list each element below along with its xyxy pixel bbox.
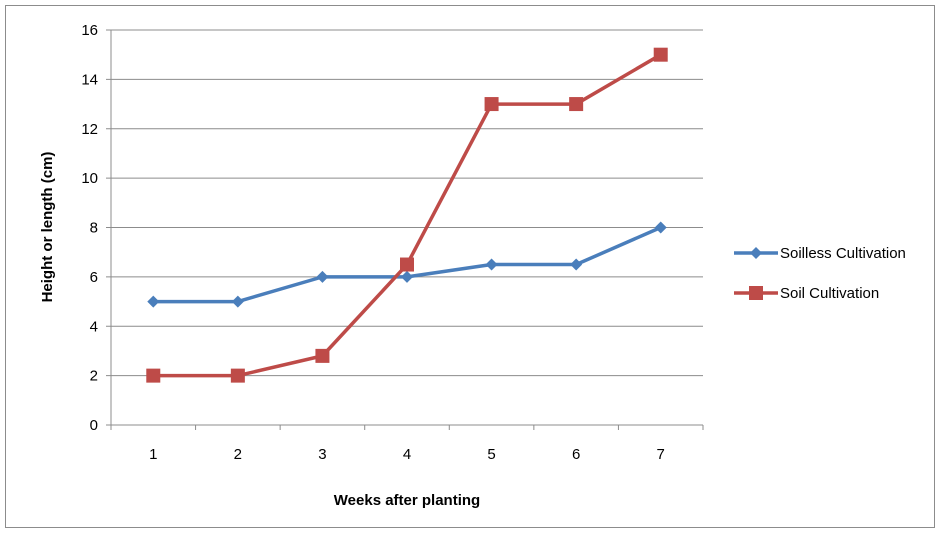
data-point bbox=[401, 270, 413, 283]
x-tick-label: 4 bbox=[403, 446, 411, 463]
data-point bbox=[654, 221, 667, 234]
data-point bbox=[570, 258, 583, 271]
y-tick-label: 2 bbox=[90, 368, 98, 385]
series-1 bbox=[147, 221, 667, 308]
x-tick-label: 2 bbox=[234, 446, 242, 463]
data-point bbox=[315, 348, 330, 363]
x-tick-labels: 1 2 3 4 5 6 7 bbox=[149, 446, 665, 463]
y-tick-label: 0 bbox=[90, 417, 98, 434]
x-axis-title: Weeks after planting bbox=[334, 492, 480, 509]
series-2 bbox=[146, 47, 668, 383]
data-point bbox=[146, 368, 161, 383]
data-point bbox=[485, 258, 498, 271]
x-tick-label: 7 bbox=[657, 446, 665, 463]
x-tick-label: 6 bbox=[572, 446, 580, 463]
legend-marker bbox=[750, 247, 762, 259]
legend-item: Soil Cultivation bbox=[734, 285, 879, 302]
y-tick-label: 16 bbox=[81, 22, 98, 39]
legend-label: Soilless Cultivation bbox=[780, 245, 906, 262]
legend-label: Soil Cultivation bbox=[780, 285, 879, 302]
y-axis-title: Height or length (cm) bbox=[39, 152, 56, 303]
series-group bbox=[146, 47, 668, 383]
x-tick-label: 5 bbox=[487, 446, 495, 463]
y-tick-label: 10 bbox=[81, 170, 98, 187]
data-point bbox=[231, 295, 244, 308]
data-point bbox=[653, 47, 668, 62]
y-tick-label: 6 bbox=[90, 269, 98, 286]
data-point bbox=[316, 270, 329, 283]
legend-item: Soilless Cultivation bbox=[734, 245, 906, 262]
data-point bbox=[569, 97, 584, 112]
legend-marker bbox=[749, 286, 763, 300]
data-point bbox=[147, 295, 160, 308]
data-point bbox=[400, 257, 414, 272]
x-tick-label: 1 bbox=[149, 446, 157, 463]
y-tick-labels: 0 2 4 6 8 10 12 14 16 bbox=[81, 22, 98, 434]
y-tick-label: 12 bbox=[81, 121, 98, 138]
series-line bbox=[153, 53, 662, 378]
y-tick-label: 14 bbox=[81, 71, 98, 88]
y-tick-label: 8 bbox=[90, 220, 98, 237]
x-tick-label: 3 bbox=[318, 446, 326, 463]
data-point bbox=[484, 97, 499, 112]
data-point bbox=[230, 368, 245, 383]
axes bbox=[106, 29, 704, 430]
legend: Soilless Cultivation Soil Cultivation bbox=[734, 245, 906, 302]
y-tick-label: 4 bbox=[90, 318, 98, 335]
